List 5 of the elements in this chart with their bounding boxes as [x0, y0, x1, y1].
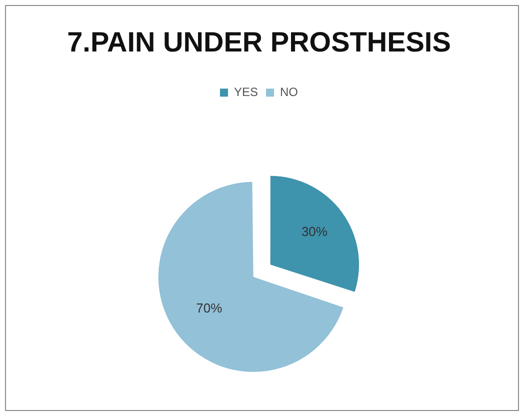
chart-title: 7.PAIN UNDER PROSTHESIS	[67, 26, 451, 58]
legend-label: YES	[234, 84, 258, 99]
data-label: 70%	[196, 300, 223, 316]
data-label: 30%	[301, 224, 328, 240]
legend-label: NO	[280, 84, 298, 99]
